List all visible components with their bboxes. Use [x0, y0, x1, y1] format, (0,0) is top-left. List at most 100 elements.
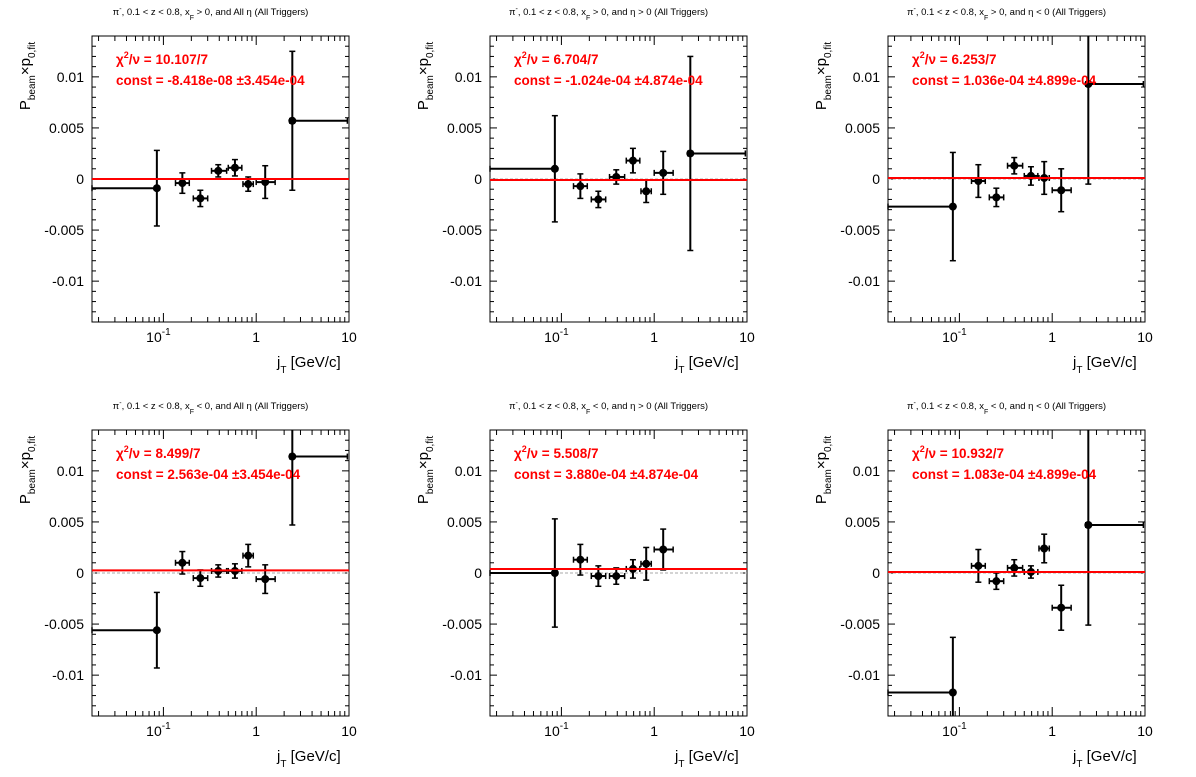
- data-point: [887, 151, 957, 262]
- chi-exponent: 2: [920, 444, 925, 454]
- fit-chi2-label: χ2/ν = 5.508/7: [514, 444, 598, 461]
- fit-const-label: const = 3.880e-04 ±4.874e-04: [514, 467, 699, 482]
- data-marker: [948, 688, 957, 697]
- data-marker: [261, 178, 270, 187]
- title-superscript: -: [119, 6, 122, 13]
- data-point: [988, 572, 1005, 591]
- y-tick-label: 0.005: [447, 120, 482, 136]
- data-point: [489, 114, 559, 223]
- data-marker: [244, 180, 253, 189]
- fit-const-label: const = 1.083e-04 ±4.899e-04: [912, 467, 1097, 482]
- data-marker: [1040, 544, 1049, 553]
- chi-exponent: 2: [522, 444, 527, 454]
- data-point: [988, 187, 1005, 208]
- x-tick-label: 1: [252, 329, 260, 345]
- y-axis-label: Pbeam×p0,fit: [17, 42, 38, 110]
- data-marker: [659, 545, 668, 554]
- title-part: < 0, and η > 0 (All Triggers): [590, 401, 708, 412]
- data-point: [1023, 165, 1039, 186]
- data-point: [242, 176, 255, 193]
- chi-symbol: χ: [514, 446, 522, 461]
- data-point: [887, 636, 957, 716]
- data-marker: [1010, 161, 1019, 170]
- x-tick-label: 10-1: [146, 327, 171, 345]
- y-label-main: P: [17, 100, 34, 110]
- y-label-mid: ×p: [17, 452, 34, 469]
- data-marker: [974, 177, 983, 186]
- y-axis-label: Pbeam×p0,fit: [813, 436, 834, 504]
- data-marker: [550, 164, 559, 173]
- fit-chi2-label: χ2/ν = 8.499/7: [116, 444, 200, 461]
- y-label-subscript: 0,fit: [27, 436, 38, 452]
- y-axis-label: Pbeam×p0,fit: [17, 436, 38, 504]
- x-label-rest: [GeV/c]: [286, 354, 340, 371]
- x-tick-base: 10: [146, 329, 162, 345]
- y-tick-label: 0: [474, 565, 482, 581]
- chi-symbol: χ: [116, 52, 124, 67]
- fit-const-label: const = -8.418e-08 ±3.454e-04: [116, 73, 305, 88]
- title-part: > 0, and η > 0 (All Triggers): [590, 7, 708, 18]
- y-tick-label: -0.01: [848, 273, 880, 289]
- x-tick-label: 10: [341, 329, 357, 345]
- title-part: < 0, and η < 0 (All Triggers): [988, 401, 1106, 412]
- y-label-subscript: beam: [27, 469, 38, 494]
- data-point: [91, 591, 161, 669]
- data-point: [1084, 430, 1145, 626]
- x-tick-base: 10: [942, 329, 958, 345]
- x-axis-label: jT [GeV/c]: [276, 354, 341, 376]
- x-tick-label: 1: [1048, 329, 1056, 345]
- y-tick-label: 0.01: [455, 463, 482, 479]
- title-subscript: F: [984, 15, 988, 22]
- chi-symbol: χ: [912, 52, 920, 67]
- chi2-value: /ν = 10.932/7: [925, 446, 1004, 461]
- y-label-subscript: 0,fit: [425, 42, 436, 58]
- data-point: [608, 567, 626, 585]
- y-tick-label: 0.005: [845, 514, 880, 530]
- y-tick-label: -0.01: [848, 667, 880, 683]
- data-marker: [628, 156, 637, 165]
- title-subscript: F: [586, 15, 590, 22]
- fit-const-label: const = 2.563e-04 ±3.454e-04: [116, 467, 301, 482]
- fit-const-label: const = -1.024e-04 ±4.874e-04: [514, 73, 703, 88]
- title-superscript: -: [914, 400, 917, 407]
- x-tick-base: 10: [341, 723, 357, 739]
- x-axis-label: jT [GeV/c]: [276, 748, 341, 770]
- title-part: , 0.1 < z < 0.8, x: [122, 401, 190, 412]
- data-point: [288, 430, 349, 526]
- y-tick-label: 0.01: [57, 463, 84, 479]
- data-marker: [178, 179, 187, 188]
- fit-const-label: const = 1.036e-04 ±4.899e-04: [912, 73, 1097, 88]
- x-tick-exponent: -1: [560, 721, 569, 732]
- x-tick-label: 10: [1137, 329, 1153, 345]
- data-marker: [178, 558, 187, 567]
- data-point: [91, 149, 161, 227]
- data-marker: [992, 577, 1001, 586]
- y-tick-label: 0.005: [447, 514, 482, 530]
- chi-exponent: 2: [522, 50, 527, 60]
- data-marker: [594, 195, 603, 204]
- data-point: [653, 528, 674, 571]
- x-tick-label: 10: [341, 723, 357, 739]
- y-tick-label: 0.01: [57, 69, 84, 85]
- data-point: [489, 518, 559, 628]
- x-tick-exponent: -1: [560, 327, 569, 338]
- fit-chi2-label: χ2/ν = 10.107/7: [116, 50, 208, 67]
- title-part: > 0, and η < 0 (All Triggers): [988, 7, 1106, 18]
- data-point: [625, 147, 641, 174]
- y-tick-label: 0.005: [845, 120, 880, 136]
- x-axis-label: jT [GeV/c]: [674, 748, 739, 770]
- data-marker: [576, 555, 585, 564]
- data-point: [1006, 156, 1024, 175]
- title-superscript: -: [914, 6, 917, 13]
- data-point: [572, 173, 589, 200]
- x-tick-base: 10: [1137, 723, 1153, 739]
- x-tick-label: 1: [1048, 723, 1056, 739]
- title-superscript: -: [516, 400, 519, 407]
- title-part: π: [907, 7, 914, 18]
- data-point: [174, 172, 191, 195]
- chart-title: π-, 0.1 < z < 0.8, xF > 0, and All η (Al…: [113, 6, 309, 22]
- chart-panel: π-, 0.1 < z < 0.8, xF < 0, and All η (Al…: [17, 400, 357, 770]
- data-point: [970, 163, 987, 199]
- data-marker: [1057, 603, 1066, 612]
- y-tick-label: 0.01: [853, 69, 880, 85]
